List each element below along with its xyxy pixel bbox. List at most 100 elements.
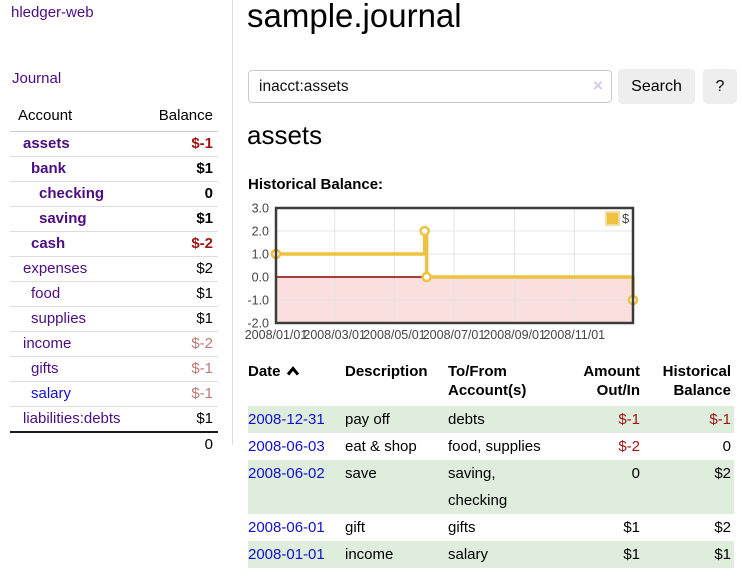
clear-search-icon[interactable]: × [593,76,603,95]
journal-link[interactable]: Journal [12,70,62,87]
account-row: supplies $1 [10,306,218,332]
transaction-accounts: food, supplies [448,438,541,455]
sidebar-account-link[interactable]: salary [31,385,72,402]
transaction-accounts: saving, checking [448,465,508,509]
accounts-header-account: Account [10,104,146,132]
app-title-link[interactable]: hledger-web [11,4,94,21]
historical-balance-chart: $3.0 2.0 1.0 0.0 -1.0 -2.02008/01/012008/03/0… [245,202,639,342]
account-balance: $1 [145,281,218,307]
sidebar-account-link[interactable]: checking [39,185,105,202]
account-balance: $-2 [145,231,218,257]
account-balance: $1 [145,156,218,182]
account-balance: $-1 [191,135,213,152]
register-header-amount: Amount Out/In [583,363,640,399]
accounts-total-balance: 0 [145,431,218,457]
accounts-header-balance: Balance [145,104,218,132]
transaction-date-link[interactable]: 2008-12-31 [248,411,325,428]
transaction-accounts: debts [448,411,485,428]
page-title: sample.journal [247,0,462,34]
transaction-row: 2008-12-31 pay off debts $-1 $-1 [248,406,734,433]
sidebar-account-link[interactable]: saving [39,210,87,227]
account-balance: $-1 [145,381,218,407]
sidebar-account-link[interactable]: cash [31,235,66,252]
account-row: cash $-2 [10,231,218,257]
account-row: bank $1 [10,156,218,182]
account-row: liabilities:debts $1 [10,406,218,432]
transaction-description: income [345,546,394,563]
sidebar-account-link[interactable]: expenses [23,260,88,277]
account-balance: $-1 [145,356,218,382]
sidebar-account-link[interactable]: gifts [31,360,59,377]
svg-text:-1.0: -1.0 [247,294,269,308]
transaction-amount: 0 [631,465,640,482]
transaction-accounts: salary [448,546,489,563]
svg-text:2008/01/01: 2008/01/01 [245,328,308,342]
account-row: saving $1 [10,206,218,232]
account-row: salary $-1 [10,381,218,407]
search-button[interactable]: Search [618,69,695,104]
transaction-amount: $-1 [618,411,640,428]
account-balance: $1 [145,406,218,432]
transaction-balance: $2 [714,465,731,482]
accounts-table: Account Balance assets $-1 bank $1 checking 0… [10,104,218,457]
transaction-balance: $1 [714,546,731,563]
sidebar-account-link[interactable]: bank [31,160,67,177]
sidebar-account-link[interactable]: liabilities:debts [23,410,121,427]
svg-text:1.0: 1.0 [252,248,269,262]
account-row: checking 0 [10,181,218,207]
help-button[interactable]: ? [703,69,737,104]
svg-text:2008/11/01: 2008/11/01 [543,328,605,342]
account-row: gifts $-1 [10,356,218,382]
sidebar: hledger-web Journal Account Balance asse… [0,0,233,457]
svg-text:-2.0: -2.0 [247,317,269,331]
transaction-balance: $2 [714,519,731,536]
transaction-description: gift [345,519,366,536]
sort-ascending-icon [286,362,300,381]
transaction-row: 2008-06-02 save saving, checking 0 $2 [248,460,734,514]
transaction-date-link[interactable]: 2008-06-02 [248,465,325,482]
transaction-accounts: gifts [448,519,476,536]
transaction-row: 2008-01-01 income salary $1 $1 [248,541,734,568]
svg-text:0.0: 0.0 [252,271,269,285]
register-header-description: Description [345,363,428,380]
account-balance: $1 [145,306,218,332]
accounts-total-row: 0 [10,431,218,457]
transaction-date-link[interactable]: 2008-06-01 [248,519,325,536]
transaction-amount: $1 [623,546,640,563]
transaction-description: pay off [345,411,390,428]
transaction-description: save [345,465,377,482]
svg-text:2008/03/01: 2008/03/01 [303,328,366,342]
chart-title: Historical Balance: [248,176,384,193]
account-row: food $1 [10,281,218,307]
register-header-date[interactable]: Date [248,358,345,406]
sidebar-account-link[interactable]: food [31,285,61,302]
account-row: assets $-1 [10,132,218,157]
svg-text:2.0: 2.0 [252,225,269,239]
svg-text:3.0: 3.0 [252,202,269,216]
sidebar-account-link[interactable]: assets [23,135,70,152]
transaction-date-link[interactable]: 2008-01-01 [248,546,325,563]
account-balance: $-2 [145,331,218,357]
search-input[interactable] [248,70,612,103]
transaction-balance: $-1 [709,411,731,428]
account-heading: assets [247,120,323,150]
sidebar-account-link[interactable]: income [23,335,72,352]
svg-text:2008/09/01: 2008/09/01 [483,328,546,342]
account-row: expenses $2 [10,256,218,282]
transaction-balance: 0 [722,438,731,455]
sidebar-account-link[interactable]: supplies [31,310,87,327]
transaction-date-link[interactable]: 2008-06-03 [248,438,325,455]
register-table: Date Description To/From Account(s) Amount … [248,358,734,568]
chart-legend: $ [605,211,630,226]
transaction-amount: $1 [623,519,640,536]
svg-text:$: $ [622,211,630,226]
transaction-amount: $-2 [618,438,640,455]
transaction-row: 2008-06-03 eat & shop food, supplies $-2 0 [248,433,734,460]
account-balance: $2 [145,256,218,282]
svg-text:2008/07/01: 2008/07/01 [423,328,486,342]
register-header-to/from: To/From Account(s) [448,363,527,399]
account-row: income $-2 [10,331,218,357]
register-header-historical: Historical Balance [662,363,731,399]
svg-text:2008/05/01: 2008/05/01 [363,328,426,342]
transaction-row: 2008-06-01 gift gifts $1 $2 [248,514,734,541]
